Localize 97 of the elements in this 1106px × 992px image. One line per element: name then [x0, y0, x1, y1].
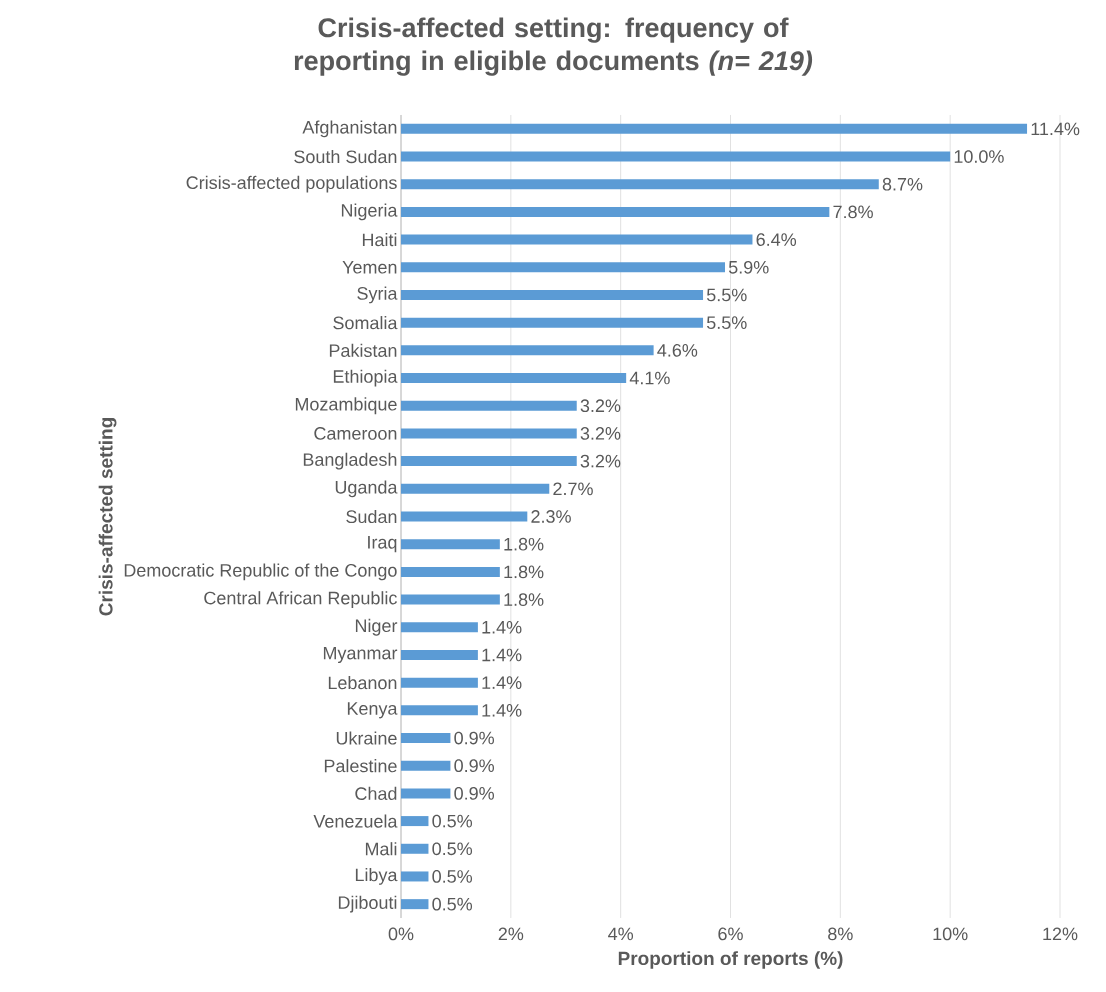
bar — [401, 289, 704, 300]
bar — [401, 677, 478, 688]
bar — [401, 151, 951, 162]
bar — [401, 843, 429, 854]
bar — [401, 345, 654, 356]
data-label: 4.1% — [629, 371, 670, 385]
x-tick-label: 0% — [388, 927, 414, 941]
data-label: 1.8% — [504, 565, 544, 579]
bar — [401, 705, 478, 716]
data-label: 5.5% — [706, 316, 747, 329]
bar — [401, 899, 429, 910]
y-tick-label: Venezuela — [313, 814, 398, 828]
y-tick-label: South Sudan — [294, 149, 397, 164]
y-tick-label: Mozambique — [295, 397, 397, 415]
x-axis-title: Proportion of reports (%) — [618, 951, 843, 969]
y-tick-label: Bangladesh — [303, 452, 397, 470]
x-tick-label: 6% — [718, 927, 743, 941]
data-label: 1.8% — [504, 537, 544, 551]
y-tick-label: Iraq — [368, 536, 397, 553]
bar — [401, 123, 1028, 134]
y-tick-label: Uganda — [335, 480, 398, 498]
bar — [401, 649, 478, 660]
y-tick-label: Niger — [355, 618, 398, 636]
data-label: 0.9% — [454, 787, 495, 800]
data-label: 3.2% — [580, 454, 621, 468]
y-tick-label: Lebanon — [328, 676, 397, 690]
data-label: 1.8% — [504, 593, 544, 606]
y-tick-label: Democratic Republic of the Congo — [124, 563, 397, 581]
bar — [401, 234, 753, 245]
data-label: 3.2% — [580, 399, 621, 413]
y-tick-label: Afghanistan — [302, 120, 397, 138]
x-tick-label: 10% — [933, 927, 968, 941]
data-label: 3.2% — [580, 427, 621, 440]
y-tick-label: Mali — [365, 842, 397, 856]
data-label: 7.8% — [833, 205, 873, 219]
y-tick-label: Central African Republic — [204, 591, 397, 608]
data-label: 0.5% — [432, 870, 473, 883]
bar — [401, 760, 451, 771]
data-label: 1.4% — [482, 704, 522, 717]
bar — [401, 788, 451, 799]
data-label: 4.6% — [657, 343, 698, 357]
bar — [401, 816, 429, 827]
bar — [401, 566, 500, 577]
bar — [401, 373, 627, 384]
y-tick-label: Libya — [355, 868, 398, 885]
bar — [401, 733, 451, 744]
y-tick-label: Ukraine — [336, 731, 397, 745]
data-label: 5.5% — [706, 288, 747, 302]
y-tick-label: Kenya — [347, 702, 398, 719]
x-tick-label: 2% — [498, 927, 524, 941]
y-tick-label: Somalia — [333, 316, 398, 330]
bar — [401, 594, 500, 605]
bar — [401, 511, 528, 522]
bar — [401, 456, 577, 467]
data-label: 2.7% — [553, 482, 593, 496]
data-label: 0.5% — [432, 842, 473, 856]
y-tick-label: Myanmar — [323, 646, 398, 663]
y-tick-label: Sudan — [346, 509, 397, 524]
data-label: 0.9% — [454, 731, 495, 745]
data-label: 1.4% — [482, 648, 522, 662]
y-tick-label: Syria — [357, 286, 398, 304]
data-label: 6.4% — [756, 233, 797, 246]
x-tick-label: 8% — [828, 927, 853, 941]
bar — [401, 428, 577, 439]
y-tick-label: Cameroon — [314, 427, 397, 440]
x-tick-label: 4% — [608, 927, 634, 941]
bar — [401, 539, 500, 550]
y-axis-title: Crisis-affected setting — [98, 418, 117, 616]
y-tick-label: Pakistan — [329, 343, 397, 357]
y-tick-label: Palestine — [324, 759, 397, 773]
data-label: 0.5% — [432, 814, 473, 828]
x-tick-label: 12% — [1043, 927, 1078, 941]
bar — [401, 622, 478, 633]
data-label: 0.9% — [454, 759, 495, 773]
data-label: 1.4% — [482, 676, 522, 689]
bar — [401, 400, 577, 411]
y-tick-label: Yemen — [342, 261, 397, 274]
data-label: 8.7% — [882, 177, 923, 191]
y-tick-label: Djibouti — [338, 895, 397, 913]
y-tick-label: Haiti — [362, 232, 397, 247]
bar — [401, 317, 704, 328]
data-label: 5.9% — [728, 260, 769, 274]
bar — [401, 483, 550, 494]
y-tick-label: Crisis-affected populations — [186, 175, 397, 193]
chart-title: Crisis-affected setting: frequency of reporting in eligible documents (n= 219) — [294, 17, 813, 76]
bar — [401, 206, 830, 217]
data-label: 10.0% — [954, 150, 1004, 163]
data-label: 1.4% — [482, 620, 522, 634]
y-tick-label: Nigeria — [341, 203, 398, 221]
bar — [401, 179, 879, 190]
y-tick-label: Chad — [355, 786, 397, 800]
data-label: 11.4% — [1031, 122, 1080, 136]
y-tick-label: Ethiopia — [333, 369, 398, 387]
data-label: 2.3% — [531, 510, 571, 523]
data-label: 0.5% — [432, 897, 473, 911]
bar — [401, 871, 429, 882]
bar — [401, 262, 726, 273]
